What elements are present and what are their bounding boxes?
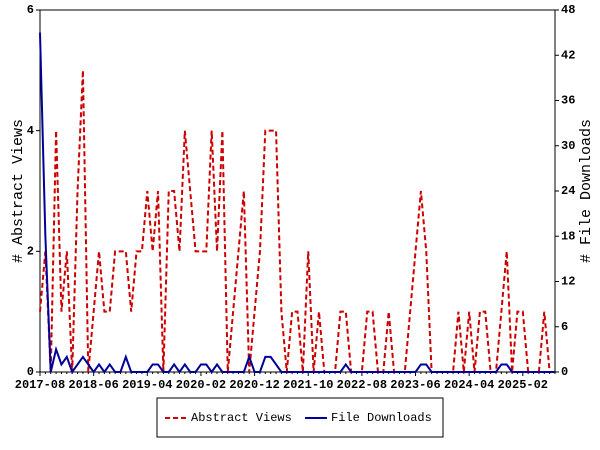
legend-label: Abstract Views [191,411,292,425]
x-tick-label: 2019-04 [122,378,172,392]
x-tick-label: 2021-10 [283,378,333,392]
data-line [39,70,555,373]
y-tick-label: 4 [27,124,34,138]
y2-tick-label: 12 [561,275,575,289]
y2-tick-label: 6 [561,320,568,334]
y2-tick-label: 18 [561,229,575,243]
x-tick-label: 2020-12 [229,378,279,392]
y2-tick-label: 36 [561,94,575,108]
legend-box [156,397,444,438]
legend-label: File Downloads [331,411,432,425]
y-tick-label: 0 [27,365,34,379]
y2-axis-title: # File Downloads [578,119,595,263]
y2-tick-label: 42 [561,48,575,62]
y2-tick-label: 24 [561,184,575,198]
y2-tick-label: 30 [561,139,575,153]
x-tick-label: 2017-08 [15,378,65,392]
y-tick-label: 2 [27,245,34,259]
y2-tick-label: 48 [561,3,575,17]
x-tick-label: 2020-02 [176,378,226,392]
y2-tick-label: 0 [561,365,568,379]
y-axis-title: # Abstract Views [10,119,27,263]
x-tick-label: 2018-06 [68,378,118,392]
x-tick-label: 2025-02 [498,378,548,392]
x-tick-label: 2024-04 [444,378,494,392]
x-tick-label: 2022-08 [337,378,387,392]
data-line [39,32,555,375]
y-tick-label: 6 [27,3,34,17]
x-tick-label: 2023-06 [390,378,440,392]
